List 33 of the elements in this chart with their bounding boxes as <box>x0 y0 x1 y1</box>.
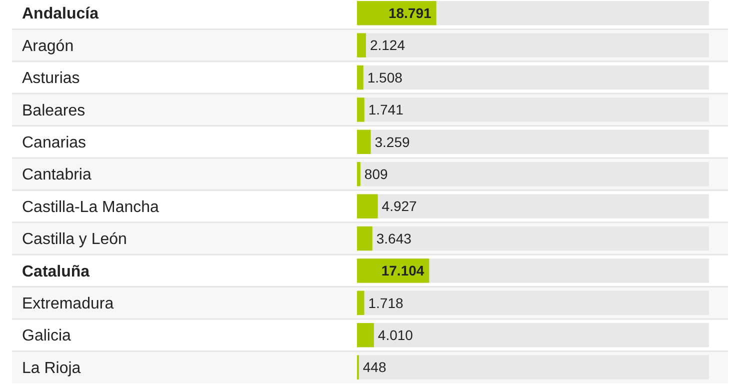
data-label: 1.718 <box>368 294 404 311</box>
y-tick-label: Canarias <box>22 134 86 152</box>
data-label: 3.259 <box>374 134 410 150</box>
data-label: 4.010 <box>378 327 414 343</box>
bar <box>357 194 378 218</box>
y-tick-label: Aragón <box>22 38 74 55</box>
data-label: 4.927 <box>382 198 418 214</box>
y-tick-label: Castilla y León <box>22 231 127 248</box>
bar <box>357 323 374 348</box>
data-label: 1.741 <box>368 102 404 118</box>
y-tick-label: Cataluña <box>22 263 90 280</box>
bar <box>357 226 372 251</box>
y-tick-label: Castilla-La Mancha <box>22 198 160 216</box>
y-tick-label: Andalucía <box>22 6 99 23</box>
y-tick-label: La Rioja <box>22 360 81 377</box>
y-tick-label: Baleares <box>22 102 86 120</box>
bar <box>357 33 366 58</box>
bar <box>357 162 360 186</box>
y-tick-label: Asturias <box>22 70 80 88</box>
data-label: 18.791 <box>388 5 432 21</box>
data-label: 1.508 <box>367 69 403 86</box>
bar <box>357 290 364 315</box>
bar <box>357 65 364 90</box>
data-label: 3.643 <box>376 230 412 246</box>
data-label: 2.124 <box>370 37 406 54</box>
data-label: 448 <box>362 359 386 376</box>
y-tick-label: Extremadura <box>22 296 114 312</box>
y-tick-label: Galicia <box>22 328 72 345</box>
data-label: 809 <box>364 166 388 182</box>
bar <box>357 130 371 154</box>
bar <box>357 98 364 122</box>
y-tick-label: Cantabria <box>22 166 92 184</box>
data-label: 17.104 <box>381 262 424 279</box>
